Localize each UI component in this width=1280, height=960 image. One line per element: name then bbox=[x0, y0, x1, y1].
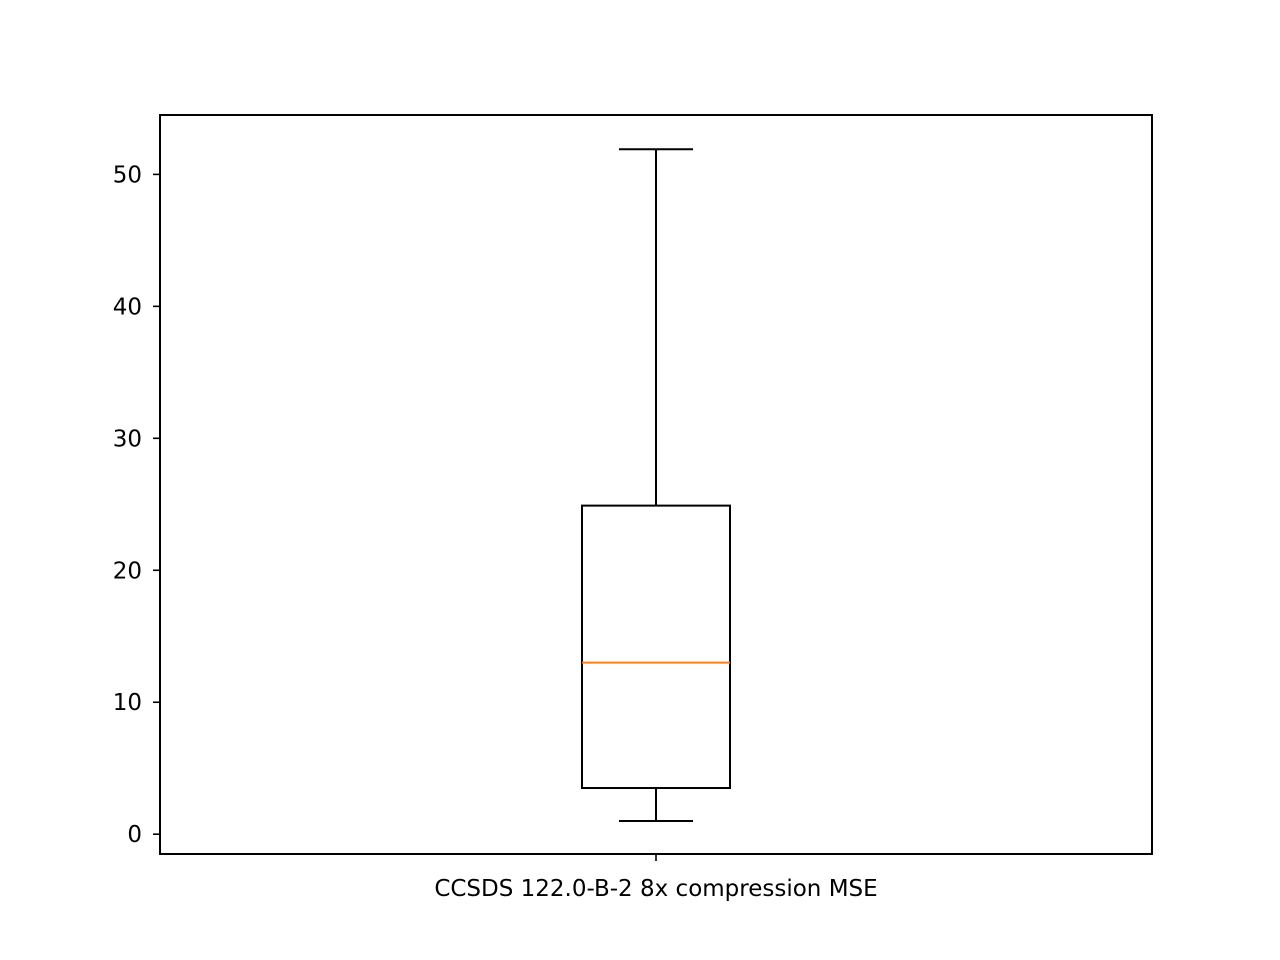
y-tick-label: 10 bbox=[113, 690, 142, 716]
y-tick-label: 40 bbox=[113, 294, 142, 320]
y-tick-label: 30 bbox=[113, 426, 142, 452]
x-tick-label: CCSDS 122.0-B-2 8x compression MSE bbox=[434, 876, 877, 902]
y-tick-label: 50 bbox=[113, 162, 142, 188]
y-tick-label: 20 bbox=[113, 558, 142, 584]
axis-ticks: CCSDS 122.0-B-2 8x compression MSE 0 10 20 3… bbox=[113, 162, 878, 902]
plot-marks bbox=[581, 148, 731, 823]
axes-frame bbox=[159, 114, 1153, 855]
y-tick-label: 0 bbox=[127, 822, 142, 848]
iqr-box bbox=[581, 504, 731, 790]
